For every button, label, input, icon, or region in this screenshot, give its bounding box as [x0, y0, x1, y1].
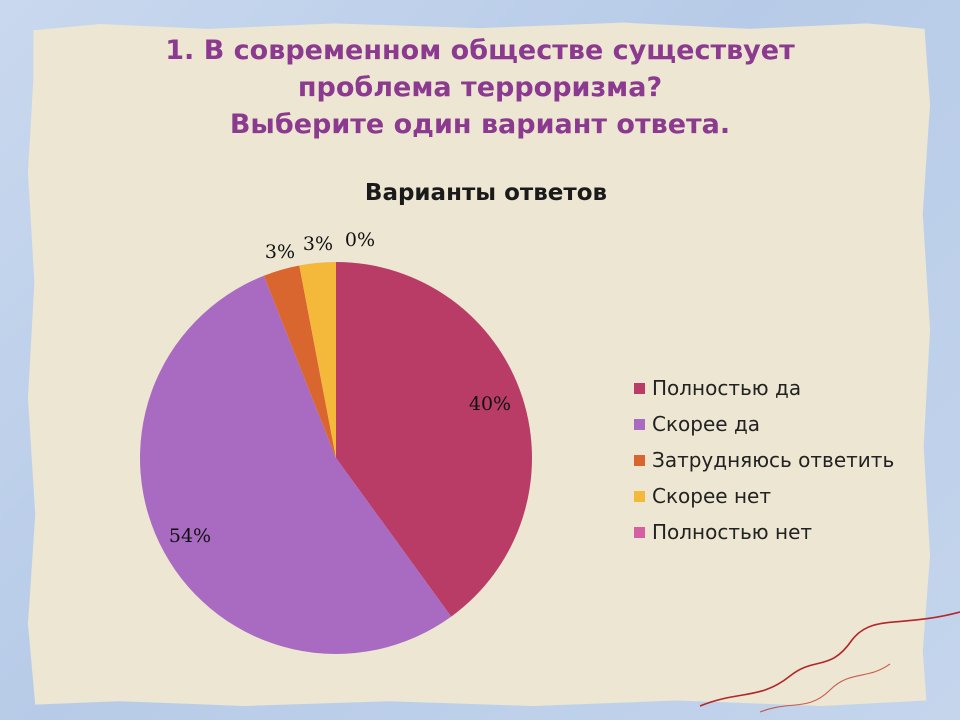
- slide-title-line-3: Выберите один вариант ответа.: [229, 109, 731, 140]
- legend-swatch-4: [634, 490, 645, 502]
- legend-swatch-2: [634, 418, 645, 430]
- slide-title-line-2: проблема терроризма?: [297, 72, 663, 103]
- chart-title: Варианты ответов: [364, 180, 608, 206]
- legend-label-5: Полностью нет: [652, 520, 813, 544]
- pie-slice-4: [299, 262, 336, 458]
- chart-legend: Полностью да Скорее да Затрудняюсь ответит…: [634, 370, 894, 550]
- legend-label-1: Полностью да: [652, 376, 802, 400]
- legend-item-5: Полностью нет: [634, 514, 894, 550]
- data-label-4: 3%: [303, 233, 333, 255]
- legend-item-1: Полностью да: [634, 370, 894, 406]
- legend-swatch-5: [634, 526, 645, 538]
- legend-swatch-3: [634, 454, 645, 466]
- pie-slice-2: [139, 275, 452, 655]
- legend-item-3: Затрудняюсь ответить: [634, 442, 894, 478]
- data-label-5: 0%: [345, 229, 375, 251]
- slide-title-line-1: 1. В современном обществе существует: [165, 35, 795, 66]
- pie-slice-3: [263, 265, 336, 458]
- data-label-1: 40%: [469, 393, 511, 415]
- legend-swatch-1: [634, 382, 645, 394]
- legend-label-3: Затрудняюсь ответить: [652, 448, 895, 472]
- legend-label-4: Скорее нет: [652, 484, 771, 508]
- legend-label-2: Скорее да: [652, 412, 761, 436]
- pie-slice-1: [336, 262, 532, 617]
- data-label-2: 54%: [169, 525, 211, 547]
- legend-item-2: Скорее да: [634, 406, 894, 442]
- data-label-3: 3%: [265, 241, 295, 263]
- legend-item-4: Скорее нет: [634, 478, 894, 514]
